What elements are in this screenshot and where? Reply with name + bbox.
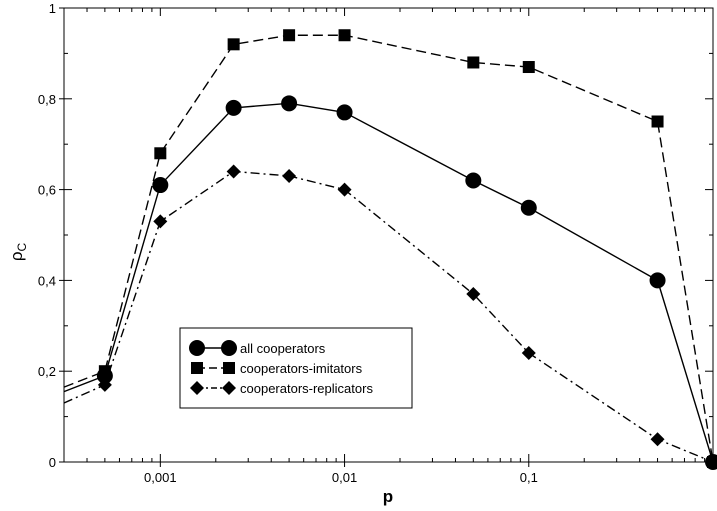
- y-axis: 0 0,2 0,4 0,6 0,8 1: [38, 1, 713, 470]
- data-point-diamond: [706, 455, 717, 469]
- data-point-circle: [336, 104, 353, 121]
- data-point-diamond: [337, 182, 352, 197]
- data-point-circle: [281, 95, 298, 112]
- y-tick-label: 0,4: [38, 273, 56, 288]
- y-tick-label: 0: [49, 455, 56, 470]
- legend-marker-square: [223, 362, 235, 374]
- data-point-diamond: [282, 168, 297, 183]
- series-line-diamond: [63, 170, 714, 463]
- data-point-circle: [465, 172, 482, 189]
- series-line-square: [63, 34, 714, 463]
- legend-box: [179, 327, 413, 409]
- data-point-square: [651, 115, 664, 128]
- data-point-diamond: [650, 432, 665, 447]
- legend-label: cooperators-imitators: [240, 361, 363, 376]
- legend-marker-diamond: [190, 381, 204, 395]
- legend-label: cooperators-replicators: [240, 381, 373, 396]
- data-point-square: [467, 56, 480, 69]
- legend-marker-square: [191, 362, 203, 374]
- series-line-circle: [63, 102, 714, 463]
- data-point-diamond: [466, 287, 481, 302]
- data-point-diamond: [153, 214, 168, 229]
- data-point-square: [522, 61, 535, 74]
- x-tick-label: 0,1: [520, 470, 538, 485]
- data-point-diamond: [97, 377, 112, 392]
- x-axis: 0,001 0,01 0,1: [86, 8, 714, 485]
- x-tick-label: 0,001: [144, 470, 177, 485]
- data-point-circle: [520, 199, 537, 216]
- data-point-square: [227, 38, 240, 51]
- series-markers: [96, 29, 717, 470]
- y-tick-label: 0,8: [38, 92, 56, 107]
- y-tick-label: 0,2: [38, 364, 56, 379]
- data-point-square: [154, 147, 167, 160]
- data-point-circle: [225, 99, 242, 116]
- x-axis-title: p: [383, 487, 393, 506]
- data-point-square: [98, 365, 111, 378]
- data-point-diamond: [521, 346, 536, 361]
- series-lines: [63, 34, 714, 463]
- x-tick-label: 0,01: [332, 470, 357, 485]
- legend-marker-circle: [189, 340, 205, 356]
- legend-marker-circle: [221, 340, 237, 356]
- y-axis-title-sub: C: [15, 243, 29, 252]
- data-point-circle: [152, 177, 169, 194]
- y-axis-title-main: ρ: [7, 252, 26, 262]
- data-point-square: [338, 29, 351, 42]
- legend-marker-diamond: [222, 381, 236, 395]
- y-tick-label: 1: [49, 1, 56, 16]
- data-point-square: [283, 29, 296, 42]
- y-tick-label: 0,6: [38, 183, 56, 198]
- data-point-diamond: [226, 164, 241, 179]
- legend-label: all cooperators: [240, 341, 326, 356]
- legend: all cooperators cooperators-imitators coop…: [179, 327, 413, 409]
- data-point-circle: [649, 272, 666, 289]
- y-axis-title: ρC: [7, 243, 29, 262]
